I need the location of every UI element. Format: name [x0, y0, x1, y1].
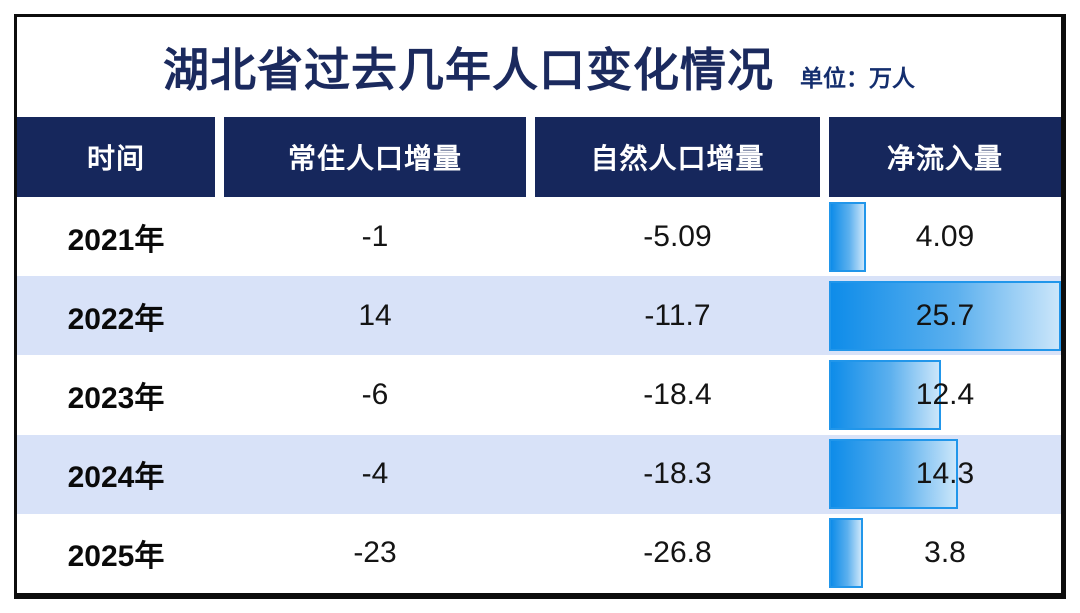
resident-change-cell: 14: [358, 298, 392, 332]
table-row: 2022年 14 -11.7 25.7: [17, 276, 1061, 356]
net-inflow-bar: [829, 280, 1061, 351]
header-time: 时间: [17, 117, 215, 197]
year-cell: 2024年: [67, 461, 165, 495]
net-inflow-bar: [829, 518, 864, 589]
table-row: 2025年 -23 -26.8 3.8: [17, 514, 1061, 593]
net-inflow-cell: 3.8: [829, 514, 1061, 593]
table-body: 2021年 -1 -5.09 4.09 2022年 14 -11.7 25.7 …: [17, 197, 1061, 593]
net-inflow-bar: [829, 201, 866, 272]
net-inflow-value: 25.7: [915, 298, 975, 332]
table-header: 时间 常住人口增量 自然人口增量 净流入量: [17, 117, 1061, 197]
year-cell: 2025年: [67, 540, 165, 574]
natural-change-cell: -18.3: [643, 457, 712, 491]
net-inflow-bar: [829, 439, 959, 510]
resident-change-cell: -6: [361, 378, 389, 411]
year-cell: 2023年: [67, 382, 165, 415]
resident-change-cell: -23: [353, 536, 397, 570]
net-inflow-bar: [829, 360, 941, 430]
table-row: 2021年 -1 -5.09 4.09: [17, 197, 1061, 276]
resident-change-cell: -1: [361, 219, 389, 253]
net-inflow-value: 4.09: [915, 219, 975, 253]
net-inflow-value: 14.3: [915, 457, 975, 491]
natural-change-cell: -5.09: [643, 219, 712, 253]
resident-change-cell: -4: [361, 457, 389, 491]
natural-change-cell: -26.8: [643, 536, 712, 570]
net-inflow-cell: 4.09: [829, 197, 1061, 276]
header-natural-change: 自然人口增量: [535, 117, 820, 197]
table-row: 2023年 -6 -18.4 12.4: [17, 355, 1061, 434]
header-resident-change: 常住人口增量: [224, 117, 526, 197]
table-frame: 湖北省过去几年人口变化情况 单位：万人 时间 常住人口增量 自然人口增量 净流入…: [14, 14, 1066, 599]
net-inflow-value: 12.4: [915, 378, 975, 411]
net-inflow-cell: 14.3: [829, 435, 1061, 514]
natural-change-cell: -18.4: [643, 378, 712, 411]
unit-label: 单位：万人: [800, 64, 915, 91]
year-cell: 2022年: [67, 302, 165, 336]
year-cell: 2021年: [67, 223, 165, 257]
header-net-inflow: 净流入量: [829, 117, 1061, 197]
table-row: 2024年 -4 -18.3 14.3: [17, 434, 1061, 514]
title-band: 湖北省过去几年人口变化情况 单位：万人: [17, 17, 1061, 117]
net-inflow-value: 3.8: [924, 536, 966, 570]
page-title: 湖北省过去几年人口变化情况: [163, 44, 774, 96]
natural-change-cell: -11.7: [644, 298, 711, 332]
net-inflow-cell: 12.4: [829, 355, 1061, 434]
net-inflow-cell: 25.7: [829, 276, 1061, 355]
